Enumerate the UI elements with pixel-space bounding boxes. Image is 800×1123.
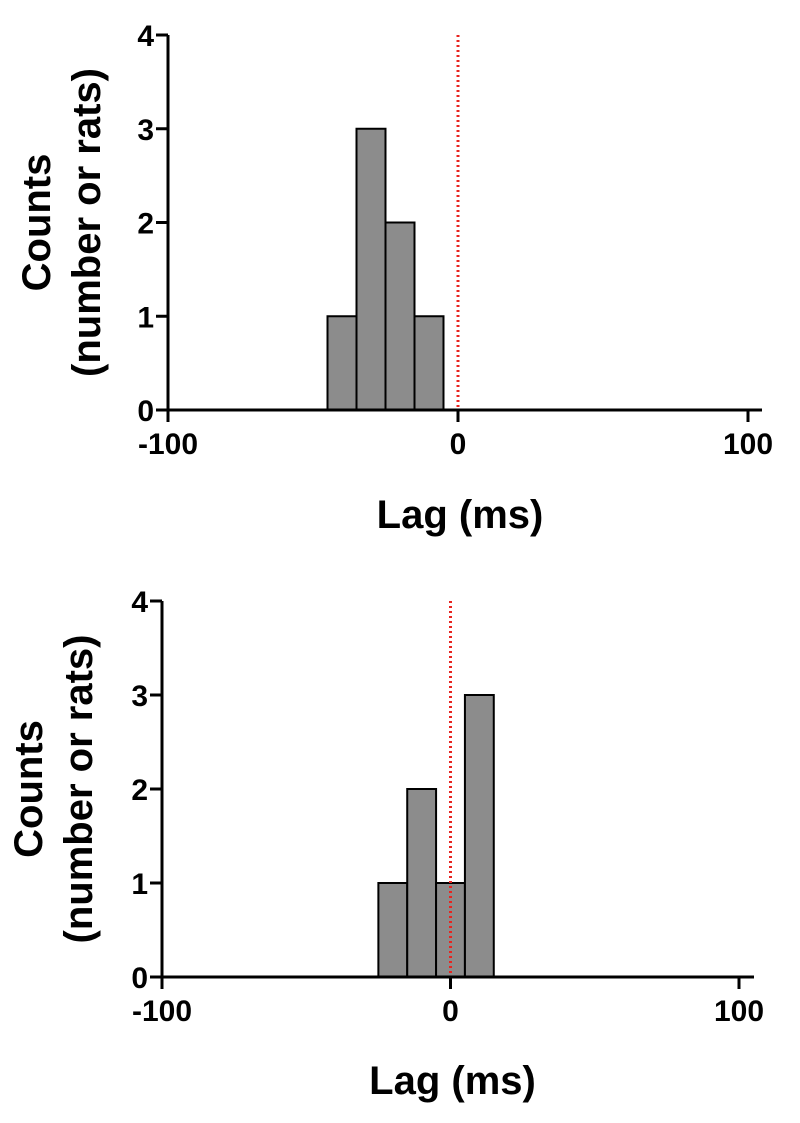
x-axis-title: Lag (ms) — [377, 493, 544, 537]
histogram-bar — [463, 694, 495, 978]
y-tick-label: 3 — [131, 680, 148, 713]
histogram-bar — [377, 882, 409, 978]
x-axis-title: Lag (ms) — [369, 1059, 536, 1103]
x-tick-label: 100 — [714, 995, 764, 1028]
x-tick-label: -100 — [132, 995, 192, 1028]
histogram-bar — [406, 788, 438, 978]
y-axis-title-line1: Counts — [7, 720, 51, 858]
y-tick-label: 1 — [131, 868, 148, 901]
y-tick-label: 4 — [137, 20, 154, 53]
y-tick-label: 0 — [131, 962, 148, 995]
x-tick-label: 0 — [442, 995, 459, 1028]
histogram-bar — [326, 315, 358, 411]
y-tick-label: 0 — [137, 395, 154, 428]
y-tick-label: 3 — [137, 114, 154, 147]
x-tick-label: 100 — [723, 428, 773, 461]
x-tick-label: -100 — [138, 428, 198, 461]
y-tick-label: 2 — [131, 774, 148, 807]
y-axis-title-line1: Counts — [15, 154, 59, 292]
y-tick-label: 1 — [137, 301, 154, 334]
y-tick-label: 2 — [137, 208, 154, 241]
y-axis-title-line2: (number or rats) — [57, 635, 101, 944]
histogram-bar — [355, 127, 387, 411]
histogram-bar — [384, 221, 416, 411]
y-axis-title-line2: (number or rats) — [65, 68, 109, 377]
x-tick-label: 0 — [450, 428, 467, 461]
y-tick-label: 4 — [131, 586, 148, 619]
histogram-bar — [413, 315, 445, 411]
